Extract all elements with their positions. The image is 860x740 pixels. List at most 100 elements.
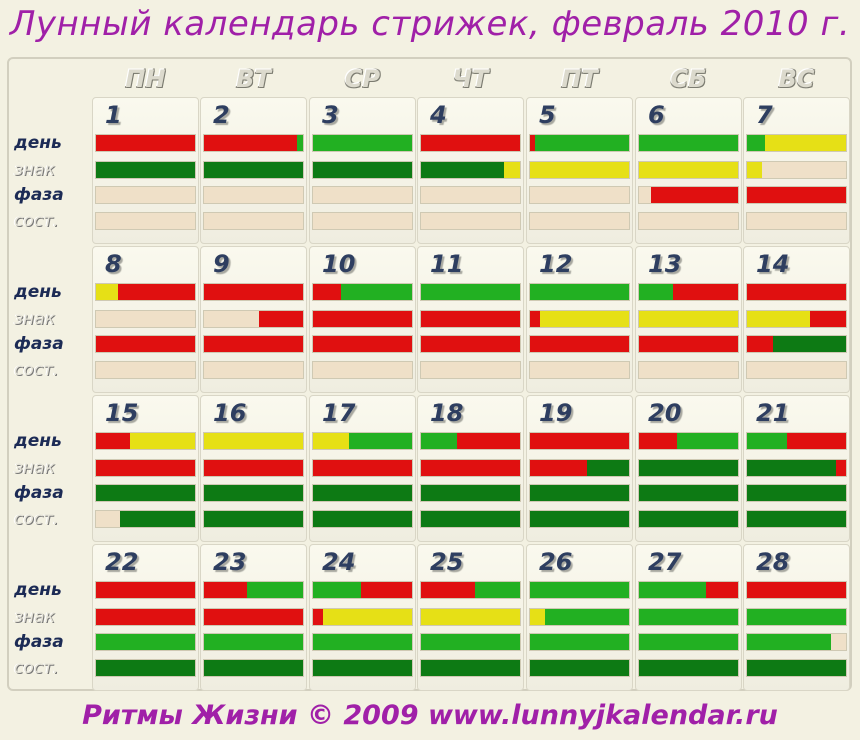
indicator-bar-sign — [638, 608, 739, 626]
indicator-bar-state — [312, 510, 413, 528]
row-label-day: день — [14, 282, 62, 302]
bar-segment — [639, 362, 738, 378]
indicator-bar-phase — [203, 186, 304, 204]
indicator-bar-state — [312, 659, 413, 677]
bar-segment — [639, 135, 738, 151]
bar-segment — [706, 582, 738, 598]
bar-segment — [421, 460, 520, 476]
indicator-bar-phase — [746, 186, 847, 204]
indicator-bar-sign — [746, 310, 847, 328]
weekday-7: ВС — [778, 65, 815, 93]
bar-segment — [639, 213, 738, 229]
bar-segment — [421, 433, 457, 449]
indicator-bar-day — [312, 432, 413, 450]
bar-segment — [96, 162, 195, 178]
bar-segment — [534, 135, 629, 151]
day-number: 15 — [105, 399, 139, 427]
bar-segment — [747, 634, 832, 650]
bar-segment — [530, 634, 629, 650]
bar-segment — [313, 433, 349, 449]
indicator-bar-phase — [638, 186, 739, 204]
bar-segment — [96, 336, 195, 352]
indicator-bar-day — [203, 283, 304, 301]
bar-segment — [650, 187, 738, 203]
indicator-bar-state — [638, 659, 739, 677]
bar-segment — [360, 582, 412, 598]
footer-credit: Ритмы Жизни © 2009 www.lunnyjkalendar.ru — [82, 700, 778, 731]
day-number: 19 — [539, 399, 573, 427]
bar-segment — [530, 135, 535, 151]
bar-segment — [530, 162, 629, 178]
indicator-bar-sign — [529, 161, 630, 179]
bar-segment — [340, 284, 412, 300]
bar-segment — [96, 311, 195, 327]
indicator-bar-sign — [638, 310, 739, 328]
bar-segment — [421, 511, 520, 527]
bar-segment — [204, 336, 303, 352]
indicator-bar-phase — [746, 484, 847, 502]
day-number: 2 — [213, 101, 230, 129]
bar-segment — [530, 336, 629, 352]
bar-segment — [421, 135, 520, 151]
bar-segment — [421, 187, 520, 203]
indicator-bar-phase — [529, 335, 630, 353]
indicator-bar-day — [529, 581, 630, 599]
bar-segment — [96, 135, 195, 151]
bar-segment — [204, 660, 303, 676]
bar-segment — [313, 485, 412, 501]
bar-segment — [639, 187, 651, 203]
indicator-bar-state — [746, 510, 847, 528]
indicator-bar-state — [95, 361, 196, 379]
day-number: 9 — [213, 250, 230, 278]
indicator-bar-day — [638, 283, 739, 301]
indicator-bar-phase — [529, 484, 630, 502]
indicator-bar-state — [638, 510, 739, 528]
bar-segment — [96, 284, 118, 300]
bar-segment — [204, 433, 303, 449]
indicator-bar-state — [95, 510, 196, 528]
indicator-bar-state — [746, 361, 847, 379]
indicator-bar-day — [746, 134, 847, 152]
indicator-bar-state — [420, 659, 521, 677]
bar-segment — [313, 634, 412, 650]
indicator-bar-phase — [638, 633, 739, 651]
bar-segment — [96, 511, 120, 527]
bar-segment — [348, 433, 412, 449]
bar-segment — [313, 213, 412, 229]
indicator-bar-sign — [420, 459, 521, 477]
bar-segment — [313, 284, 341, 300]
bar-segment — [530, 284, 629, 300]
indicator-bar-phase — [312, 186, 413, 204]
indicator-bar-day — [203, 581, 304, 599]
indicator-bar-phase — [420, 633, 521, 651]
row-label-state: сост. — [14, 509, 59, 529]
bar-segment — [747, 284, 846, 300]
indicator-bar-phase — [529, 633, 630, 651]
indicator-bar-phase — [95, 335, 196, 353]
bar-segment — [676, 433, 738, 449]
indicator-bar-sign — [420, 310, 521, 328]
bar-segment — [246, 582, 303, 598]
indicator-bar-phase — [203, 484, 304, 502]
indicator-bar-sign — [95, 161, 196, 179]
bar-segment — [747, 433, 787, 449]
indicator-bar-phase — [638, 484, 739, 502]
indicator-bar-state — [312, 361, 413, 379]
indicator-bar-state — [529, 212, 630, 230]
bar-segment — [96, 433, 130, 449]
indicator-bar-sign — [312, 310, 413, 328]
indicator-bar-sign — [529, 459, 630, 477]
bar-segment — [313, 609, 323, 625]
bar-segment — [313, 187, 412, 203]
bar-segment — [530, 582, 629, 598]
bar-segment — [639, 634, 738, 650]
bar-segment — [530, 433, 629, 449]
bar-segment — [313, 311, 412, 327]
indicator-bar-state — [420, 510, 521, 528]
bar-segment — [456, 433, 520, 449]
bar-segment — [747, 187, 846, 203]
indicator-bar-sign — [312, 161, 413, 179]
bar-segment — [836, 460, 846, 476]
bar-segment — [639, 582, 707, 598]
bar-segment — [639, 609, 738, 625]
